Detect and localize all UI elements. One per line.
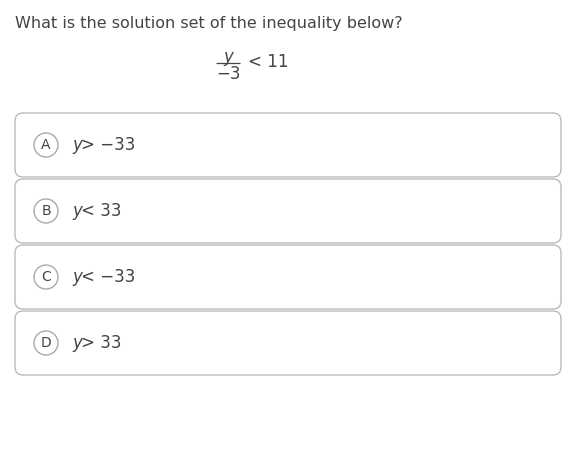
Text: A: A: [41, 138, 51, 152]
Text: y: y: [72, 268, 82, 286]
Text: What is the solution set of the inequality below?: What is the solution set of the inequali…: [15, 16, 403, 31]
Text: < 11: < 11: [248, 53, 288, 71]
Text: y: y: [72, 334, 82, 352]
FancyBboxPatch shape: [15, 245, 561, 309]
Text: y: y: [72, 136, 82, 154]
Text: y: y: [72, 202, 82, 220]
Text: > 33: > 33: [81, 334, 121, 352]
Text: < 33: < 33: [81, 202, 121, 220]
Text: −3: −3: [216, 65, 240, 83]
Text: D: D: [40, 336, 51, 350]
Text: B: B: [41, 204, 51, 218]
Text: > −33: > −33: [81, 136, 135, 154]
Text: < −33: < −33: [81, 268, 135, 286]
FancyBboxPatch shape: [15, 311, 561, 375]
Text: C: C: [41, 270, 51, 284]
FancyBboxPatch shape: [15, 113, 561, 177]
FancyBboxPatch shape: [15, 179, 561, 243]
Text: y: y: [223, 48, 233, 66]
